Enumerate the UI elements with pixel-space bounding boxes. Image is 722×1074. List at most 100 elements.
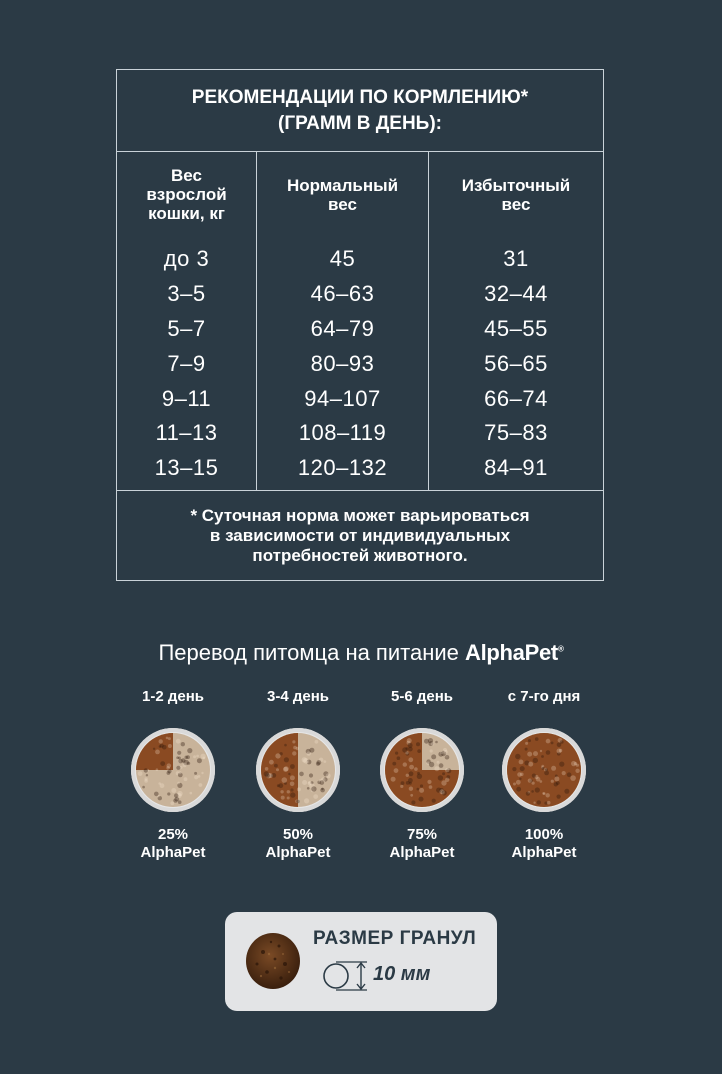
kibble-dot (309, 747, 315, 753)
kibble-dot (293, 745, 297, 750)
step-label: 5-6 день (391, 688, 453, 705)
header-line: кошки, кг (148, 204, 225, 223)
kibble-dot (308, 773, 314, 778)
kibble-dot (543, 767, 548, 772)
kibble-dot (545, 768, 548, 772)
kibble-dot (520, 772, 524, 777)
kibble-dot (408, 781, 412, 785)
table-cell: 56–65 (484, 350, 548, 376)
kibble-dot (167, 769, 172, 774)
kibble-dot (197, 775, 201, 778)
kibble-dot (440, 790, 445, 795)
kibble-dot (183, 759, 189, 766)
transition-step-4: с 7-го дня 100% AlphaPet (474, 688, 614, 862)
kibble-dot (424, 738, 429, 744)
kibble-dot (405, 747, 409, 750)
percent-brand: AlphaPet (389, 844, 455, 861)
transition-step-1: 1-2 день 25% AlphaPet (103, 688, 243, 862)
kibble-dot (290, 792, 296, 798)
kibble-dot (541, 755, 544, 758)
new-food-area (261, 733, 298, 807)
column-header-normal: Нормальный вес (287, 152, 398, 242)
kibble-dot (178, 756, 181, 760)
kibble-dot (305, 748, 311, 754)
kibble-dot (533, 801, 536, 804)
kibble-dot (437, 775, 444, 781)
kibble-dot (416, 773, 423, 779)
kibble-dot (157, 796, 162, 801)
kibble-dot (274, 763, 278, 768)
step-label: с 7-го дня (507, 688, 581, 705)
kibble-dot (295, 746, 299, 751)
kibble-dot (174, 796, 180, 802)
bowl-rim (256, 728, 340, 812)
new-food-area (385, 733, 459, 807)
kibble-dot (308, 781, 311, 784)
kibble-dot (440, 750, 447, 757)
kibble-dot (395, 751, 399, 755)
food-bowl-icon (502, 728, 586, 812)
kibble-dot (182, 763, 187, 768)
kibble-dot (545, 738, 551, 744)
step-percent: 100% AlphaPet (474, 826, 614, 862)
kibble-dot (196, 754, 199, 758)
kibble-dot (527, 778, 532, 783)
table-cell: 31 (503, 246, 529, 272)
kibble-dot (196, 758, 202, 764)
kibble-dot (158, 739, 163, 744)
kibble-dot (276, 768, 279, 772)
header-line: Вес (171, 166, 202, 185)
kibble-dot (564, 788, 570, 794)
kibble-dot (407, 742, 413, 748)
kibble-dot (550, 741, 554, 745)
kibble-dot (286, 796, 290, 800)
kibble-dot (543, 792, 546, 795)
table-title: РЕКОМЕНДАЦИИ ПО КОРМЛЕНИЮ* (ГРАММ В ДЕНЬ… (117, 70, 603, 152)
kibble-dot (555, 781, 560, 785)
bowl-rim (131, 728, 215, 812)
kibble-dot (289, 781, 295, 787)
percent-brand: AlphaPet (265, 844, 331, 861)
kibble-dot (146, 768, 150, 772)
kibble-dot (178, 758, 183, 764)
header-line: вес (328, 195, 357, 214)
kibble-dot (417, 749, 422, 753)
transition-title: Перевод питомца на питание AlphaPet® (0, 640, 722, 666)
kibble-dot (290, 788, 294, 792)
kibble-dot (290, 764, 295, 769)
kibble-dot (442, 772, 446, 776)
kibble-dot (400, 784, 404, 788)
kibble-dot (319, 780, 325, 785)
kibble-dot (529, 779, 533, 783)
kibble-dot (441, 790, 447, 796)
kibble-dot (434, 766, 440, 772)
percent-value: 50% (282, 826, 314, 843)
kibble-dot (417, 771, 420, 775)
kibble-dot (441, 780, 447, 786)
kibble-dot (556, 748, 562, 754)
kibble-dot (531, 790, 534, 793)
kibble-dot (545, 793, 550, 798)
kibble-dot (183, 777, 188, 782)
kibble-dot (198, 783, 203, 787)
kibble-dot (405, 752, 410, 756)
transition-title-text: Перевод питомца на питание (158, 640, 459, 665)
kibble-dot (571, 760, 577, 767)
kibble-dot (276, 784, 280, 788)
kibble-dot (283, 766, 288, 772)
kibble-dot (202, 756, 206, 760)
kibble-dot (519, 777, 522, 780)
feeding-table: РЕКОМЕНДАЦИИ ПО КОРМЛЕНИЮ* (ГРАММ В ДЕНЬ… (116, 69, 604, 581)
kibble-dot (559, 761, 565, 767)
food-bowl-icon (131, 728, 215, 812)
kibble-dot (428, 761, 435, 768)
kibble-dot (299, 771, 304, 777)
kibble-dot (283, 766, 289, 772)
kibble-dot (438, 763, 444, 768)
kibble-dot (544, 801, 548, 805)
kibble-dot (426, 759, 431, 764)
kibble-dot (178, 771, 182, 775)
kibble-dot (177, 800, 182, 804)
kibble-dot (439, 789, 445, 795)
table-cell: 64–79 (310, 315, 375, 341)
